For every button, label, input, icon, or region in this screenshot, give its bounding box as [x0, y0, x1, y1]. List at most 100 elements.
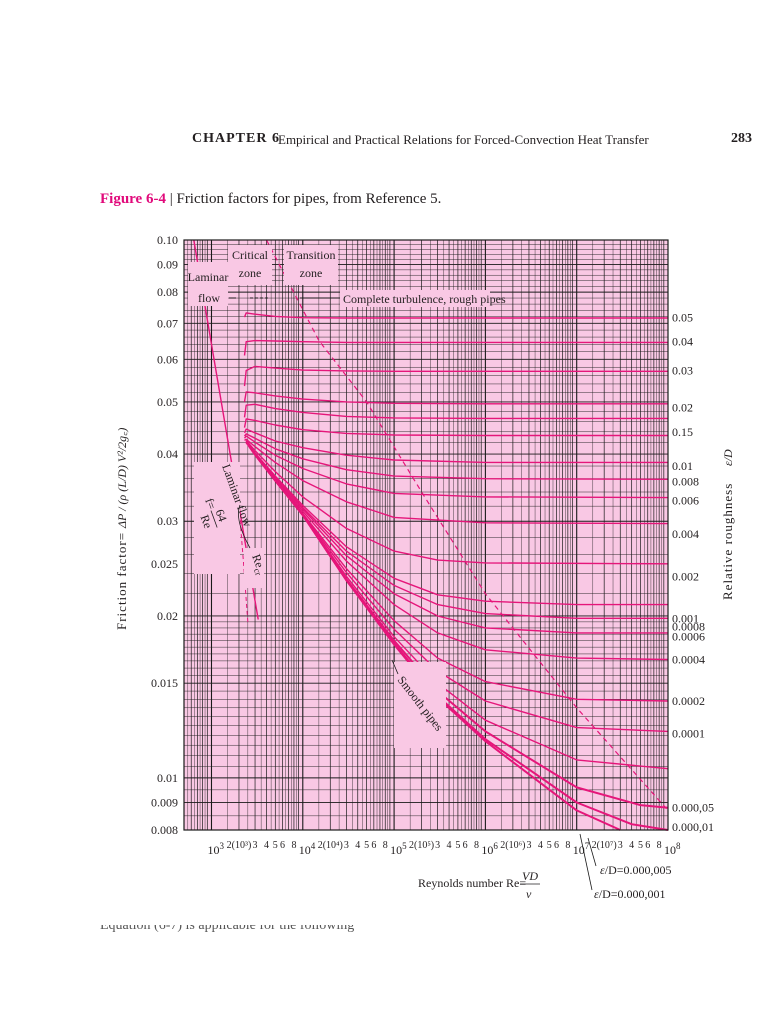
x-axis-formula-num: VD	[522, 869, 538, 883]
y-axis-label: Friction factor=	[114, 532, 129, 630]
figure-caption-text: | Friction factors for pipes, from Refer…	[165, 191, 442, 207]
x-tick-label: 108	[664, 841, 681, 857]
roughness-curve	[243, 312, 668, 319]
x-tick-label: 2(10⁴)	[318, 840, 343, 851]
laminar-flow-label-line1: Laminar	[188, 270, 229, 284]
laminar-flow-label-bg	[188, 262, 228, 306]
x-tick-label: 3	[618, 840, 623, 851]
laminar-eq-den: Re	[198, 513, 216, 530]
roughness-label: 0.001	[672, 611, 699, 625]
x-tick-label: 6	[645, 840, 650, 851]
roughness-label: 0.0004	[672, 652, 705, 666]
plot-annotations: Critical zone Transition zone Laminar fl…	[188, 245, 506, 748]
y-tick-label: 0.01	[157, 771, 178, 785]
x-tick-label: 4	[629, 840, 634, 851]
roughness-label: 0.000,05	[672, 801, 714, 815]
laminar-eq-num: 64	[213, 507, 230, 523]
y-tick-label: 0.015	[151, 676, 178, 690]
re-cr-leader	[238, 504, 251, 549]
plot-frame	[183, 239, 669, 831]
eps-label-2: ε/D=0.000,001	[594, 887, 666, 901]
chapter-heading: CHAPTER 6	[192, 131, 280, 146]
roughness-curve	[243, 391, 668, 405]
y-tick-label: 0.06	[157, 352, 178, 366]
y-tick-label: 0.025	[151, 557, 178, 571]
roughness-curve	[245, 439, 669, 565]
y-tick-labels: 0.10 0.09 0.08 0.07 0.06 0.05 0.04 0.03 0.025 0.0…	[151, 233, 178, 837]
re-cr-subscript: cr	[252, 567, 264, 577]
transition-zone-label-line2: zone	[300, 266, 323, 280]
x-tick-label: 3	[344, 840, 349, 851]
figure-label: Figure 6-4	[100, 191, 166, 207]
right-axis-formula: ε/D	[721, 449, 735, 466]
smooth-pipes-leader	[391, 659, 399, 675]
roughness-curve	[243, 433, 669, 480]
x-tick-label: 104	[299, 841, 316, 857]
laminar-eq-bg	[194, 462, 240, 574]
x-tick-label: 2(10⁵)	[409, 840, 434, 851]
roughness-label: 0.004	[672, 527, 699, 541]
following-paragraph-cutoff: Equation (6-7) is applicable for the fol…	[100, 925, 354, 933]
right-axis-label: Relative roughness	[720, 483, 735, 600]
x-tick-label: 4	[264, 840, 269, 851]
x-tick-label: 103	[207, 841, 224, 857]
x-tick-label: 105	[390, 841, 407, 857]
x-tick-label: 3	[526, 840, 531, 851]
transition-zone-label-bg	[284, 245, 338, 285]
roughness-label: 0.000,01	[672, 820, 714, 834]
x-axis-formula-den: ν	[526, 887, 532, 901]
laminar-flow-label-line2: flow	[198, 291, 220, 305]
x-tick-label: 8	[291, 840, 296, 851]
y-tick-label: 0.07	[157, 316, 178, 330]
x-tick-label: 6	[554, 840, 559, 851]
roughness-curves	[243, 312, 669, 831]
y-tick-label: 0.10	[157, 233, 178, 247]
x-tick-label: 107	[573, 841, 590, 857]
axis-annotations: ε/D=0.000,005 ε/D=0.000,001 Reynolds num…	[114, 428, 735, 901]
roughness-label: 0.03	[672, 363, 693, 377]
roughness-labels: 0.05 0.04 0.03 0.02 0.15 0.010.008 0.006 0.004 0…	[672, 310, 714, 834]
re-cr-label-bg	[244, 548, 264, 588]
chapter-title: Empirical and Practical Relations for Fo…	[278, 132, 649, 147]
roughness-curve	[243, 365, 668, 387]
x-tick-label: 4	[447, 840, 452, 851]
grid-major	[183, 239, 668, 831]
x-tick-label: 4	[538, 840, 543, 851]
x-tick-label: 6	[280, 840, 285, 851]
y-tick-label: 0.08	[157, 285, 178, 299]
transition-boundary-line	[265, 239, 669, 811]
x-tick-label: 6	[371, 840, 376, 851]
critical-reynolds-line	[238, 506, 249, 622]
roughness-label: 0.0001	[672, 726, 705, 740]
re-cr-text: Re	[249, 552, 267, 569]
x-tick-label: 5	[547, 840, 552, 851]
roughness-label: 0.002	[672, 569, 699, 583]
transition-zone-label-line1: Transition	[287, 248, 336, 262]
roughness-curve	[244, 438, 669, 525]
x-tick-label: 5	[455, 840, 460, 851]
smooth-pipes-label-bg	[394, 662, 446, 748]
roughness-label: 0.0002	[672, 694, 705, 708]
critical-zone-label-line2: zone	[239, 266, 262, 280]
y-tick-label: 0.05	[157, 395, 178, 409]
x-tick-label: 2(10⁷)	[592, 840, 617, 851]
x-tick-label: 106	[481, 841, 498, 857]
roughness-label: 0.04	[672, 334, 693, 348]
complete-turbulence-label-bg	[340, 290, 490, 307]
y-tick-label: 0.09	[157, 258, 178, 272]
x-tick-label: 5	[638, 840, 643, 851]
y-tick-label: 0.03	[157, 514, 178, 528]
figure-caption: Figure 6-4 | Friction factors for pipes,…	[100, 191, 441, 208]
x-tick-label: 6	[463, 840, 468, 851]
critical-zone-label-bg	[228, 245, 272, 285]
y-tick-label: 0.008	[151, 823, 178, 837]
roughness-label: 0.0006	[672, 630, 705, 644]
roughness-label: 0.006	[672, 493, 699, 507]
roughness-label: 0.05	[672, 310, 693, 324]
eps-label-2-value: /D=0.000,001	[599, 887, 666, 901]
x-tick-label: 2(10³)	[227, 840, 252, 851]
x-tick-label: 4	[355, 840, 360, 851]
y-axis-formula: ΔP / (ρ (L/D) V²/2g꜀)	[115, 428, 129, 529]
x-tick-label: 8	[657, 840, 662, 851]
